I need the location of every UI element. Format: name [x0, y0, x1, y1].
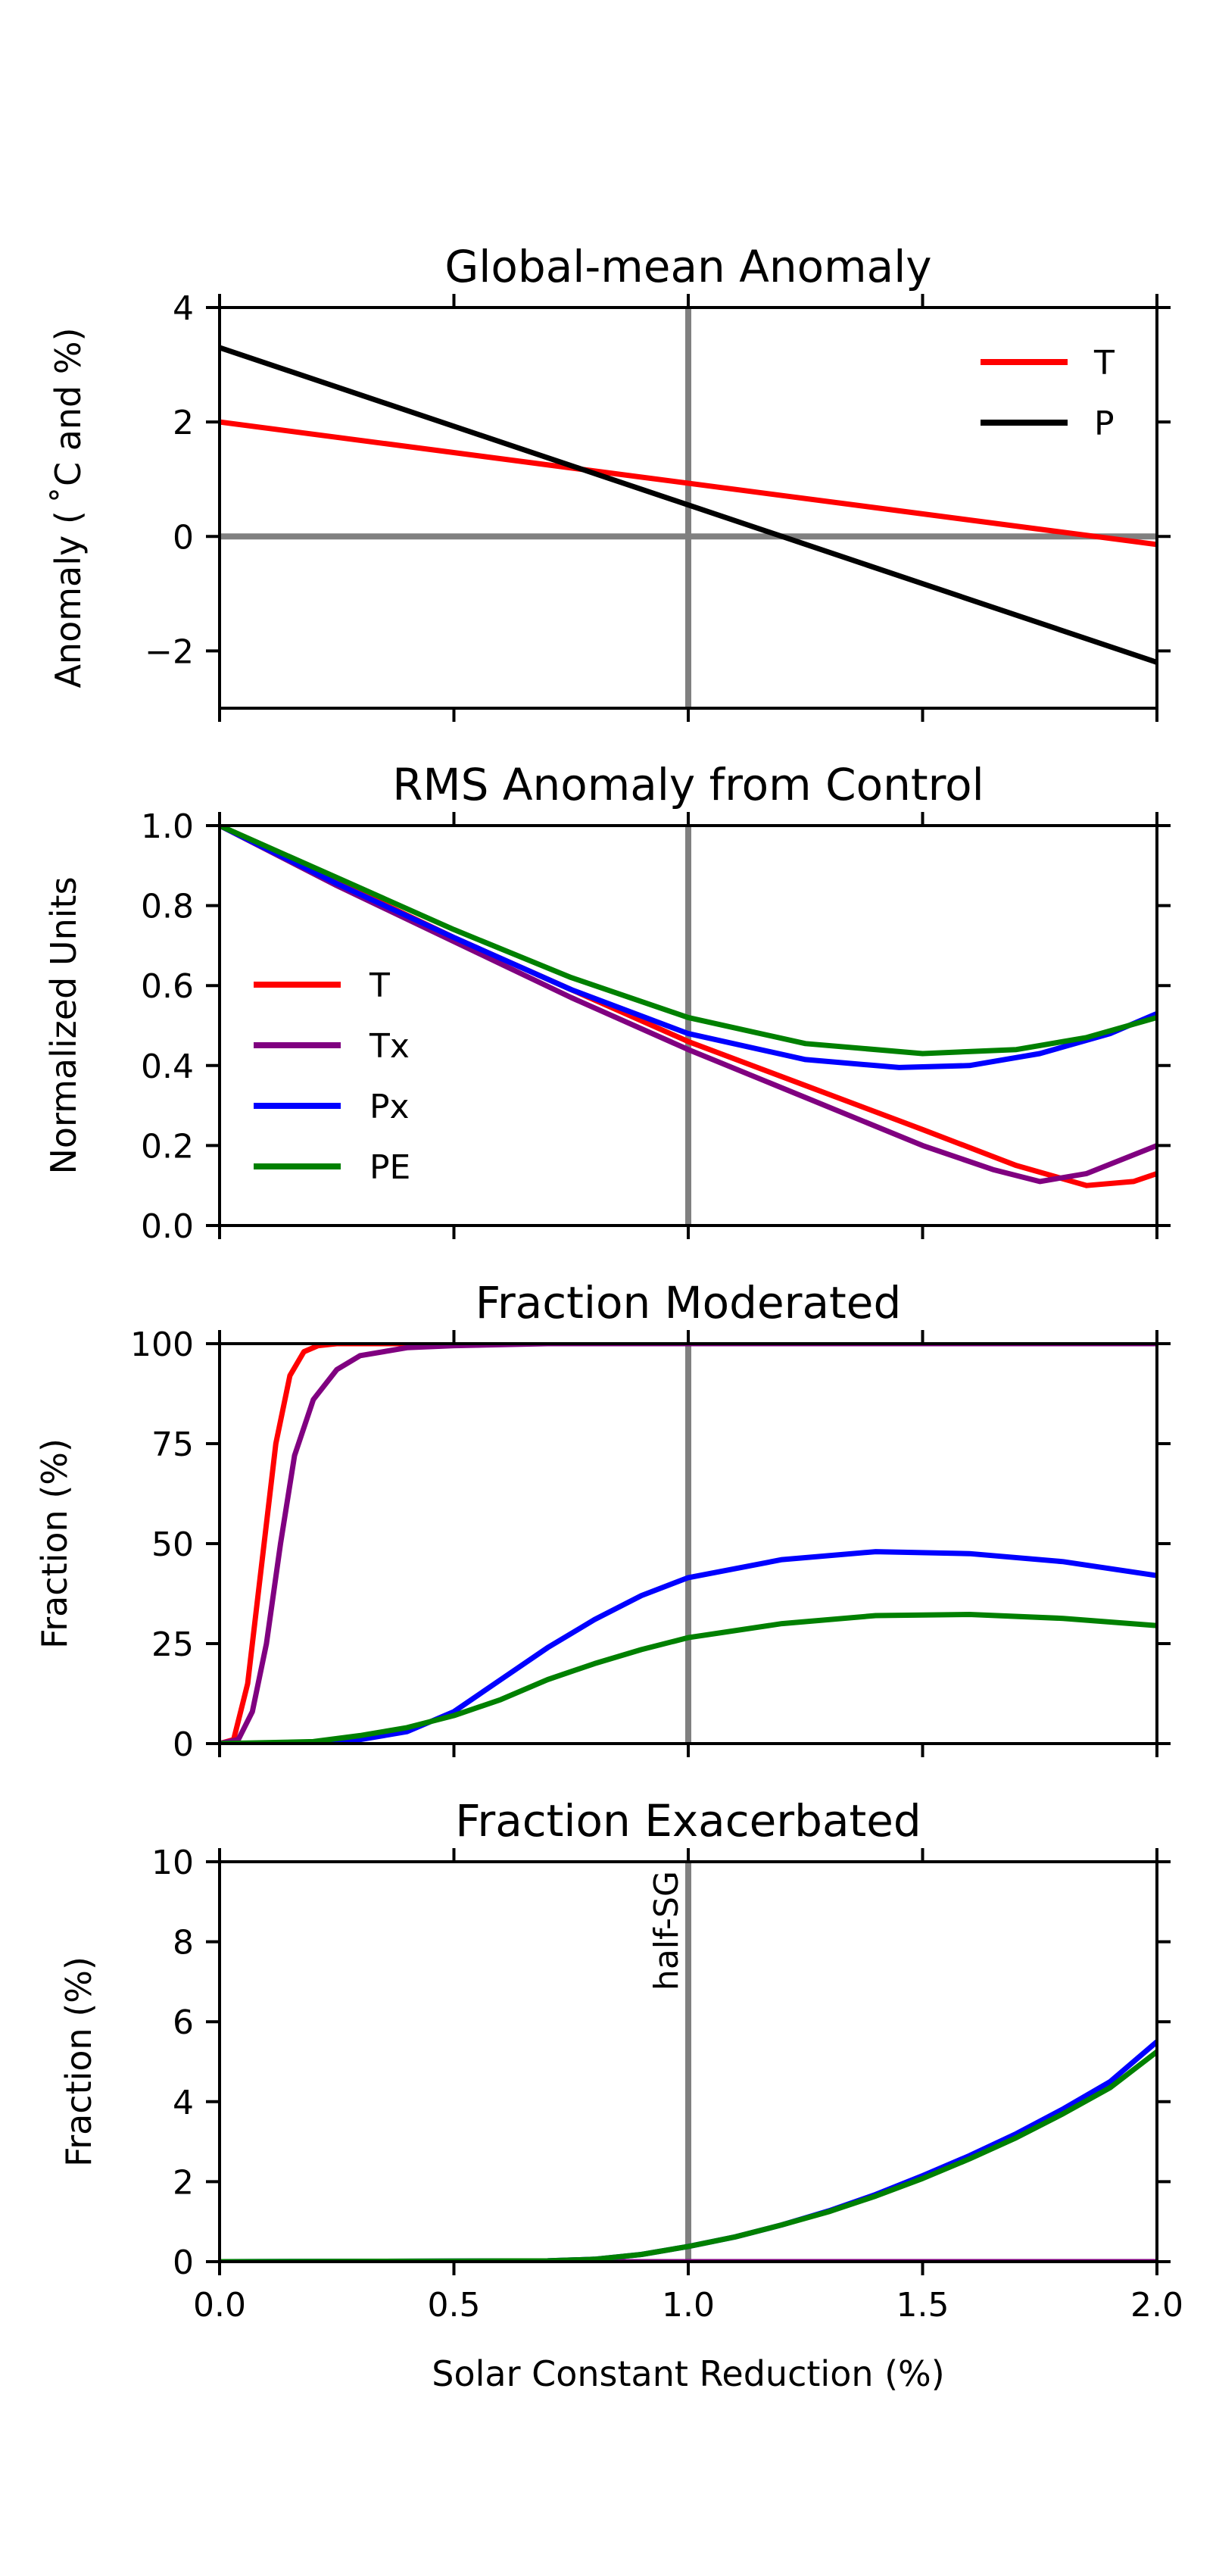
panel-2: RMS Anomaly from Control 0.0 0.2 0.4 0.6 0.8 1…	[43, 759, 1171, 1246]
y-tick-label: 0	[173, 2243, 194, 2282]
y-tick-label: 0	[173, 1725, 194, 1764]
panel-title: Fraction Moderated	[475, 1277, 902, 1329]
y-axis-label: Fraction (%)	[58, 1956, 99, 2167]
y-tick-label: 0.8	[141, 888, 194, 926]
series-line-3	[220, 1549, 1157, 1744]
panel-3: Fraction Moderated 0 25 50 75 100 Fraction (%)	[34, 1277, 1171, 1764]
y-tick-label: 50	[151, 1525, 194, 1564]
x-axis-label: Solar Constant Reduction (%)	[432, 2353, 944, 2394]
y-axis-label: Normalized Units	[43, 876, 84, 1174]
y-tick-label: 4	[173, 289, 194, 328]
y-tick-label: 75	[151, 1425, 194, 1464]
y-tick-label: 100	[130, 1325, 194, 1364]
panel-title: Global-mean Anomaly	[444, 241, 931, 292]
panel-4: Fraction Exacerbated 0.0 0.5 1.0 1.5 2.0 0 2 4 6 8…	[58, 1795, 1183, 2325]
y-axis-label: Anomaly ( ˚C and %)	[48, 327, 89, 688]
x-tick-label: 2.0	[1130, 2286, 1183, 2325]
y-tick-label: 8	[173, 1924, 194, 1962]
y-tick-label: 0.4	[141, 1048, 194, 1086]
y-tick-label: 0.0	[141, 1207, 194, 1246]
series-line-t	[220, 419, 1157, 548]
legend-label: P	[1094, 404, 1115, 443]
y-tick-label: 0.6	[141, 967, 194, 1006]
panel-title: RMS Anomaly from Control	[392, 759, 984, 810]
series-line-p	[220, 345, 1157, 665]
half-sg-annotation: half-SG	[647, 1871, 686, 1991]
series-line-4	[220, 1612, 1157, 1744]
legend-label: T	[1093, 344, 1115, 382]
y-tick-label: 2	[173, 404, 194, 442]
series-line-1	[220, 1344, 1157, 1744]
y-tick-label: 25	[151, 1625, 194, 1664]
y-tick-label: 2	[173, 2163, 194, 2202]
legend-label: T	[369, 966, 390, 1005]
x-tick-label: 0.5	[428, 2286, 481, 2325]
y-tick-label: −2	[145, 632, 194, 671]
panel-title: Fraction Exacerbated	[455, 1795, 921, 1847]
x-tick-label: 1.0	[662, 2286, 715, 2325]
y-axis-label: Fraction (%)	[34, 1438, 75, 1649]
y-tick-label: 6	[173, 2003, 194, 2042]
panel-1: Global-mean Anomaly −2 0 2 4 Anomaly ( ˚C and…	[48, 241, 1171, 722]
y-tick-label: 0.2	[141, 1127, 194, 1166]
series-line-tx	[220, 826, 1157, 1185]
legend-label: PE	[369, 1148, 410, 1187]
y-tick-label: 4	[173, 2084, 194, 2122]
series-line-2	[220, 1344, 1157, 1744]
y-tick-label: 1.0	[141, 807, 194, 846]
legend-label: Tx	[369, 1027, 410, 1066]
legend-label: Px	[369, 1088, 410, 1126]
series-line-pe	[220, 826, 1157, 1057]
x-tick-label: 0.0	[193, 2286, 246, 2325]
y-tick-label: 10	[151, 1844, 194, 1882]
series-line-4	[220, 2050, 1157, 2262]
y-tick-label: 0	[173, 518, 194, 557]
series-line-px	[220, 826, 1157, 1070]
x-tick-label: 1.5	[896, 2286, 949, 2325]
